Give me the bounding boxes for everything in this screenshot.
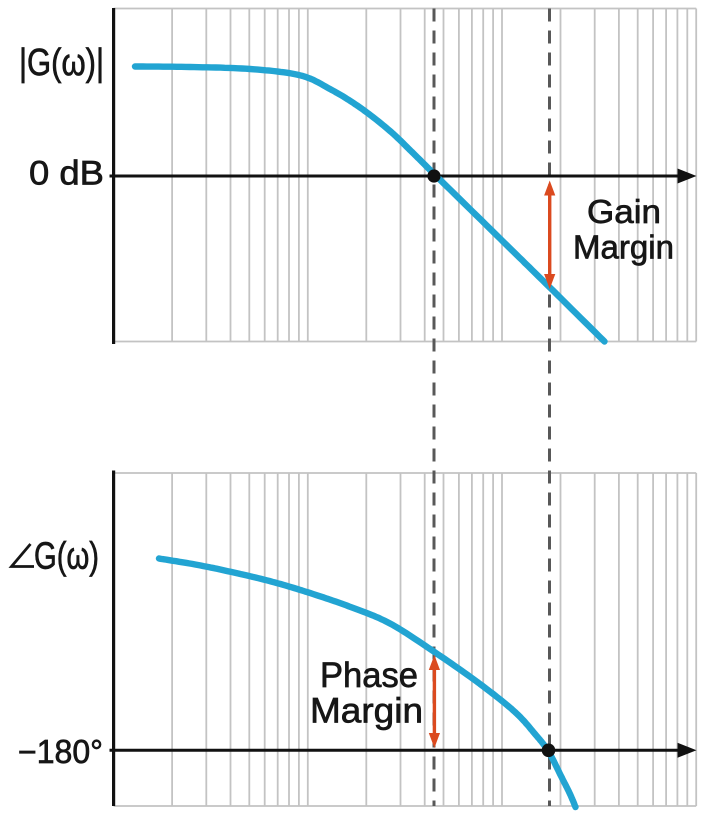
svg-text:Gain: Gain <box>587 193 661 230</box>
svg-text:|G(ω)|: |G(ω)| <box>19 42 104 84</box>
svg-text:0 dB: 0 dB <box>29 155 104 193</box>
svg-text:G(ω): G(ω) <box>34 536 99 578</box>
svg-text:Phase: Phase <box>320 656 418 695</box>
svg-text:−180°: −180° <box>18 733 103 770</box>
svg-text:Margin: Margin <box>310 692 423 731</box>
svg-text:Margin: Margin <box>573 229 674 266</box>
